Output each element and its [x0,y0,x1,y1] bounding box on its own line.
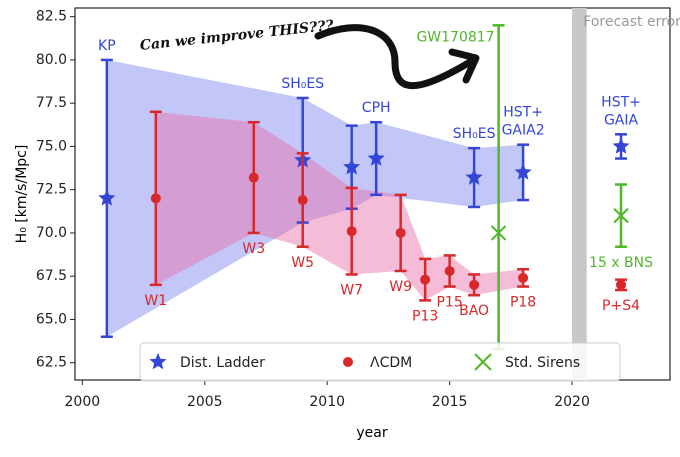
point-label: W3 [242,241,265,257]
band [155,111,524,301]
point [612,137,630,154]
point [367,149,385,166]
point [395,227,406,238]
legend-swatch [474,353,492,371]
legend-box [139,342,621,382]
y-tick-label: 62.5 [36,355,67,371]
legend-swatch [343,357,353,367]
legend: Dist. Ladder ΛCDM Std. Sirens [139,342,621,382]
point-label: SH₀ES [281,76,324,92]
point [616,279,627,290]
point [514,163,532,180]
point-label: W5 [291,255,314,271]
point-label: 15 x BNS [589,255,653,271]
point-label: P13 [412,308,438,324]
point [343,158,361,175]
point [490,225,507,241]
point-label: SH₀ES [453,126,496,142]
band [106,59,524,337]
plot-layer: Forecast errors Can we improve THIS??? 200… [36,8,680,410]
y-tick-label: 67.5 [36,268,67,284]
x-tick-label: 2015 [432,394,468,410]
point-label: KP [98,38,116,54]
point-label: GAIA [604,112,639,128]
y-tick-label: 77.5 [36,95,67,111]
y-tick-label: 82.5 [36,9,67,25]
point-label: P+S4 [602,298,640,314]
point-label: BAO [459,303,489,319]
x-tick-label: 2000 [65,394,101,410]
point-label: CPH [362,100,391,116]
point [346,226,357,237]
point-label: P18 [510,295,536,311]
x-tick-label: 2005 [187,394,223,410]
point-label: W9 [389,279,412,295]
y-tick-label: 65.0 [36,311,67,327]
forecast-divider [572,8,587,380]
legend-swatch [149,353,167,370]
y-tick-label: 72.5 [36,182,67,198]
point [518,272,529,283]
point [297,195,308,206]
point [248,172,259,183]
point [444,265,455,276]
legend-label: Dist. Ladder [180,355,265,371]
point [613,207,629,224]
y-tick-label: 80.0 [36,52,67,68]
point-label: HST+ [601,94,641,110]
point [465,168,483,185]
point [98,189,116,206]
point-label: HST+ [503,105,543,121]
point-label: GW170817 [416,29,494,45]
annotation: Can we improve THIS??? [139,18,335,54]
point-label: P15 [436,295,462,311]
x-tick-label: 2020 [554,394,590,410]
y-tick-label: 70.0 [36,225,67,241]
point [420,274,431,285]
legend-label: ΛCDM [370,355,412,371]
y-tick-label: 75.0 [36,138,67,154]
legend-label: Std. Sirens [505,355,580,371]
x-tick-label: 2010 [309,394,345,410]
x-axis-label: year [356,425,387,441]
point-label: W7 [340,282,363,298]
point-label: GAIA2 [502,123,545,139]
point [469,279,480,290]
forecast-label: Forecast errors [583,14,680,30]
arrow [314,24,474,90]
point-label: W1 [144,293,167,309]
y-axis-label: H₀ [km/s/Mpc] [14,145,30,244]
arrow-head [448,48,480,84]
point [150,193,161,204]
